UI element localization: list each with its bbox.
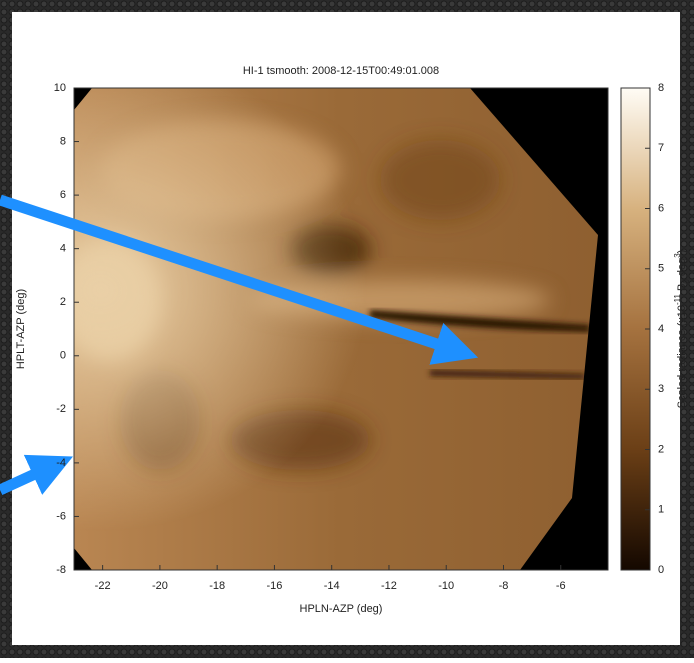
- y-tick-label: 8: [60, 135, 66, 147]
- colorbar-tick-label: 8: [658, 82, 664, 94]
- x-tick-label: -20: [152, 580, 168, 592]
- y-tick-label: 10: [54, 82, 66, 94]
- arrow: [0, 194, 479, 365]
- colorbar-label-part: Scaled radiance (x10: [676, 305, 688, 408]
- x-tick-label: -18: [209, 580, 225, 592]
- x-tick-label: -22: [95, 580, 111, 592]
- colorbar-tick-label: 5: [658, 263, 664, 275]
- x-axis-label: HPLN-AZP (deg): [300, 603, 383, 615]
- y-tick-label: -2: [56, 403, 66, 415]
- image: [74, 88, 608, 570]
- x-tick-label: -16: [266, 580, 282, 592]
- y-tick-label: -6: [56, 510, 66, 522]
- y-tick-label: 6: [60, 189, 66, 201]
- colorbar-label-part: ): [676, 250, 688, 254]
- colorbar-tick-label: 7: [658, 142, 664, 154]
- x-tick-label: -10: [438, 580, 454, 592]
- colorbar-tick-label: 1: [658, 504, 664, 516]
- colorbar-tick-label: 6: [658, 202, 664, 214]
- y-tick-label: -8: [56, 564, 66, 576]
- arrow: [0, 454, 73, 495]
- colorbar-label: Scaled radiance (x10-11 B0 deg3): [673, 250, 691, 409]
- chart-title: HI-1 tsmooth: 2008-12-15T00:49:01.008: [243, 65, 439, 77]
- y-axis-label: HPLT-AZP (deg): [15, 289, 27, 369]
- colorbar-label-part: B: [676, 284, 688, 294]
- x-tick-label: -8: [499, 580, 509, 592]
- x-tick-label: -6: [556, 580, 566, 592]
- y-tick-label: 0: [60, 350, 66, 362]
- y-tick-label: 2: [60, 296, 66, 308]
- colorbar-tick-label: 2: [658, 443, 664, 455]
- y-tick-label: 4: [60, 243, 66, 255]
- colorbar-tick-label: 3: [658, 383, 664, 395]
- plot-frame: [73, 87, 609, 571]
- colorbar-label-part: deg: [676, 258, 688, 279]
- colorbar-tick-label: 4: [658, 323, 664, 335]
- colorbar-label-part: 0: [682, 279, 691, 284]
- x-tick-label: -14: [324, 580, 340, 592]
- colorbar-label-part: -11: [673, 293, 682, 305]
- colorbar-label-part: 3: [673, 253, 682, 258]
- colorbar-tick-label: 0: [658, 564, 664, 576]
- y-tick-label: -4: [56, 457, 66, 469]
- x-tick-label: -12: [381, 580, 397, 592]
